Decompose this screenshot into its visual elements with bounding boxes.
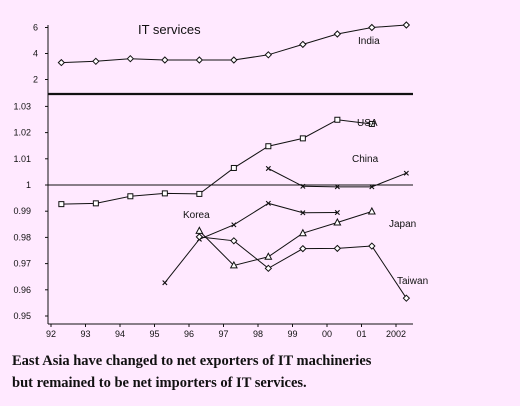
- point: [92, 57, 100, 66]
- series-layer: [57, 21, 411, 302]
- point: [368, 120, 375, 127]
- x-tick-label: 00: [322, 329, 332, 339]
- chart-title: IT services: [138, 22, 201, 37]
- point: [368, 23, 376, 32]
- point: [264, 264, 273, 273]
- series-label-india: India: [358, 36, 380, 47]
- series-label-usa: USA: [357, 118, 378, 129]
- y-tick-label: 2: [33, 75, 38, 85]
- x-tick-label: 95: [149, 329, 159, 339]
- point: [265, 165, 271, 172]
- point: [300, 183, 306, 189]
- y-tick-label: 0.95: [13, 311, 31, 321]
- point: [367, 206, 376, 215]
- point: [298, 228, 307, 237]
- y-tick-label: 0.99: [13, 206, 31, 216]
- series-label-china: China: [352, 154, 379, 165]
- x-tick-label: 98: [253, 329, 263, 339]
- plot-frame: [47, 25, 413, 325]
- point: [369, 184, 375, 190]
- point: [300, 210, 306, 216]
- series-line: [198, 210, 373, 266]
- point: [161, 190, 168, 197]
- x-tick-label: 97: [218, 329, 228, 339]
- series-label-japan: Japan: [389, 219, 416, 230]
- y-tick-label: 4: [33, 49, 38, 59]
- point: [299, 40, 307, 49]
- point: [402, 294, 411, 302]
- x-tick-label: 92: [46, 329, 56, 339]
- y-tick-label: 1.01: [13, 154, 31, 164]
- x-tick-label: 2002: [386, 329, 406, 339]
- caption-line-2: but remained to be net importers of IT s…: [12, 375, 307, 391]
- series-usa: [58, 116, 375, 208]
- point: [334, 184, 340, 190]
- point: [299, 135, 306, 142]
- point: [195, 233, 204, 241]
- point: [161, 56, 169, 64]
- series-line: [61, 119, 372, 205]
- point: [333, 244, 342, 253]
- point: [230, 164, 237, 171]
- x-tick-label: 96: [184, 329, 194, 339]
- point: [58, 201, 65, 208]
- series-labels: India USA China Korea Japan Taiwan: [183, 36, 428, 287]
- point: [333, 217, 342, 226]
- caption-line-1: East Asia have changed to net exporters …: [12, 353, 372, 369]
- point: [229, 260, 238, 269]
- point: [230, 56, 238, 64]
- series-india: [57, 21, 411, 67]
- series-japan: [195, 206, 376, 269]
- point: [334, 209, 340, 216]
- y-tick-label: 1: [26, 180, 31, 190]
- point: [264, 51, 273, 59]
- point: [334, 116, 341, 123]
- point: [403, 170, 409, 176]
- series-label-taiwan: Taiwan: [397, 276, 428, 287]
- point: [333, 30, 342, 38]
- series-line: [164, 202, 338, 284]
- series-taiwan: [195, 233, 411, 302]
- chart: IT services 6 4 2 1.03 1.02 1.01 1 0.99 0.98 0.97…: [13, 21, 428, 340]
- point: [92, 200, 99, 207]
- point: [196, 190, 203, 197]
- y-tick-label: 1.03: [13, 101, 31, 111]
- series-line: [268, 168, 407, 188]
- point: [195, 56, 204, 64]
- point: [402, 21, 411, 29]
- point: [230, 237, 238, 245]
- point: [264, 252, 273, 260]
- point: [265, 143, 272, 150]
- series-china: [265, 165, 409, 190]
- axis-ticks: 6 4 2 1.03 1.02 1.01 1 0.99 0.98 0.97 0.96 0.95 92 93…: [13, 23, 406, 340]
- point: [126, 54, 135, 63]
- series-label-korea: Korea: [183, 210, 210, 221]
- x-tick-label: 94: [115, 329, 125, 339]
- y-tick-label: 0.96: [13, 285, 31, 295]
- point: [162, 280, 168, 286]
- x-tick-label: 93: [80, 329, 90, 339]
- point: [57, 58, 66, 67]
- caption: East Asia have changed to net exporters …: [12, 350, 512, 394]
- y-tick-label: 0.97: [13, 259, 31, 269]
- y-tick-label: 6: [33, 23, 38, 33]
- x-tick-label: 99: [287, 329, 297, 339]
- point: [299, 244, 307, 253]
- x-tick-label: 01: [356, 329, 366, 339]
- point: [265, 200, 271, 206]
- point: [127, 193, 134, 200]
- y-tick-label: 1.02: [13, 128, 31, 138]
- point: [195, 226, 204, 234]
- y-tick-label: 0.98: [13, 232, 31, 242]
- point: [231, 222, 237, 228]
- point: [368, 242, 376, 250]
